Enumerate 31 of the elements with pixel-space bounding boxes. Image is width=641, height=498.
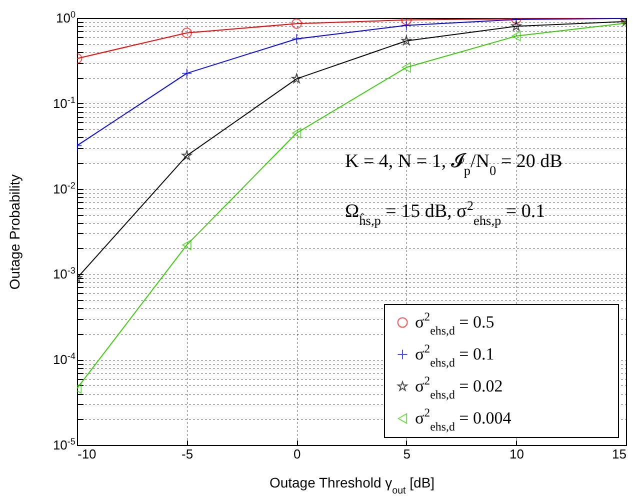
y-tick-label: 10$^{-2}$ (52, 180, 76, 196)
legend-label: σ$^{2}$$_{ehs,d}$ = 0.004 (415, 406, 512, 434)
point (401, 36, 412, 46)
y-axis-title: Outage Probability (6, 174, 22, 290)
x-tick-label: 15 (612, 446, 626, 462)
point (182, 150, 192, 160)
y-tick-label: 10$^{-5}$ (52, 436, 76, 452)
point (292, 74, 302, 84)
point (182, 240, 192, 250)
point (182, 28, 192, 38)
annotation: K = 4, N = 1, 𝓘$_{p}$/N$_{0}$ = 20 dB (345, 151, 562, 178)
point (182, 68, 192, 79)
x-tick-label: 0 (293, 446, 301, 462)
point (291, 34, 302, 44)
point (401, 20, 412, 31)
legend-label: σ$^{2}$$_{ehs,d}$ = 0.5 (415, 310, 494, 338)
annotation: Ω$_{ĥs,p}$ = 15 dB, σ$^{2}$$_{ehs,p}$ = 0.1 (345, 198, 546, 228)
x-tick-label: -10 (78, 446, 96, 462)
y-tick-label: 10$^{-3}$ (52, 266, 76, 282)
point (292, 128, 302, 138)
point (291, 18, 302, 29)
point (402, 62, 412, 73)
y-tick-label: 10$^{-1}$ (52, 94, 76, 111)
x-tick-label: -5 (182, 446, 194, 462)
legend-label: σ$^{2}$$_{ehs,d}$ = 0.02 (415, 374, 503, 402)
y-tick-label: 10$^{-4}$ (52, 351, 76, 368)
legend-label: σ$^{2}$$_{ehs,d}$ = 0.1 (415, 342, 494, 370)
y-tick-label: 10$^{0}$ (56, 10, 76, 26)
x-tick-label: 10 (509, 446, 524, 462)
x-tick-label: 5 (403, 446, 411, 462)
x-axis-title: Outage Threshold γ$_{out}$ [dB] (269, 474, 435, 496)
